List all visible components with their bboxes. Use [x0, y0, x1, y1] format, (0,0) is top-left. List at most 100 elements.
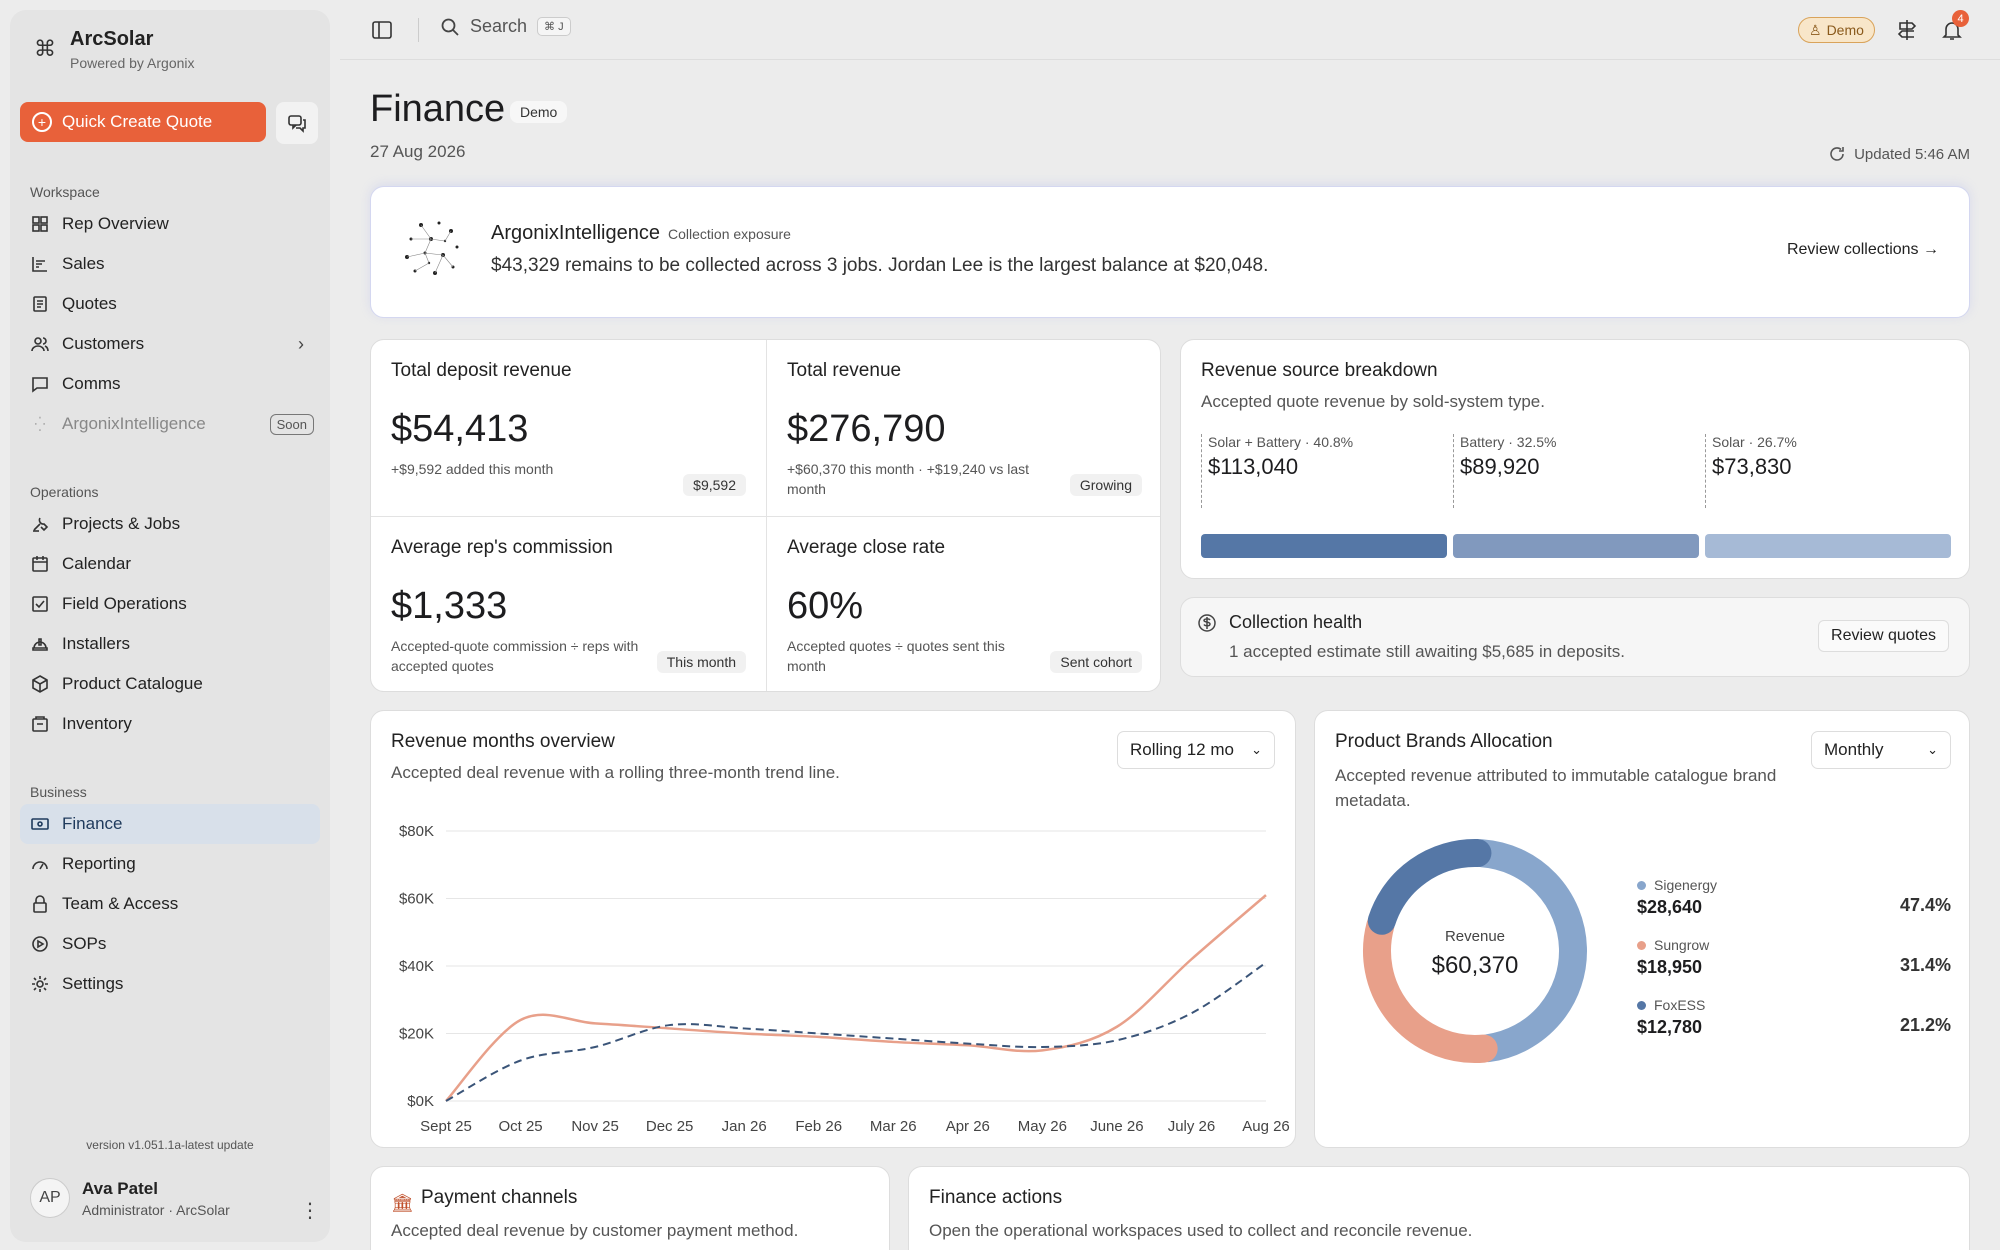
nav-label: Projects & Jobs [62, 514, 181, 533]
nav-rep-overview[interactable]: Rep Overview [20, 204, 320, 244]
metric-total-deposit: Total deposit revenue $54,413 +$9,592 ad… [371, 340, 766, 516]
brand-subtitle: Powered by Argonix [70, 55, 195, 71]
x-tick-label: Sept 25 [420, 1118, 472, 1135]
signpost-icon[interactable] [1895, 18, 1919, 42]
metric-avg-commission: Average rep's commission $1,333 Accepted… [371, 517, 766, 691]
metric-pill: Sent cohort [1050, 651, 1142, 673]
segment-solar: Solar · 26.7% $73,830 [1705, 434, 1797, 508]
operations-section-label: Operations [30, 484, 99, 500]
metric-sub: Accepted quotes ÷ quotes sent this month [787, 638, 1005, 674]
nav-installers[interactable]: Installers [20, 624, 320, 664]
metric-value: $1,333 [391, 585, 508, 627]
donut-slice-sungrow[interactable] [1363, 911, 1498, 1063]
segment-bar-battery[interactable] [1453, 534, 1699, 558]
nav-reporting[interactable]: Reporting [20, 844, 320, 884]
x-tick-label: Aug 26 [1242, 1118, 1290, 1135]
updated-status[interactable]: Updated 5:46 AM [1828, 145, 1970, 163]
review-quotes-button[interactable]: Review quotes [1818, 620, 1949, 652]
nav-inventory[interactable]: Inventory [20, 704, 320, 744]
nav-label: Rep Overview [62, 214, 169, 233]
nav-label: Calendar [62, 554, 131, 573]
period-select[interactable]: Rolling 12 mo ⌄ [1117, 731, 1275, 769]
chat-button[interactable] [276, 102, 318, 144]
user-role: Administrator · ArcSolar [82, 1201, 230, 1218]
nav-product-catalogue[interactable]: Product Catalogue [20, 664, 320, 704]
version-text: version v1.051.1a-latest update [86, 1138, 254, 1152]
nav-label: Team & Access [62, 894, 179, 913]
nav-calendar[interactable]: Calendar [20, 544, 320, 584]
card-subtitle: Accepted revenue attributed to immutable… [1335, 766, 1777, 810]
nav-field-operations[interactable]: Field Operations [20, 584, 320, 624]
nav-quotes[interactable]: Quotes [20, 284, 320, 324]
quick-create-quote-button[interactable]: + Quick Create Quote [20, 102, 266, 142]
donut-center-label: Revenue [1445, 928, 1505, 945]
metric-value: 60% [787, 585, 864, 627]
demo-label: Demo [1826, 22, 1864, 38]
sidebar-toggle-icon[interactable] [370, 18, 394, 42]
metric-close-rate: Average close rate 60% Accepted quotes ÷… [767, 517, 1160, 691]
nav-label: Reporting [62, 854, 136, 873]
nav-comms[interactable]: Comms [20, 364, 320, 404]
nav-finance[interactable]: Finance [20, 804, 320, 844]
page-date: 27 Aug 2026 [370, 142, 466, 161]
nav-label: Product Catalogue [62, 674, 203, 693]
x-tick-label: Apr 26 [946, 1118, 990, 1135]
quick-create-label: Quick Create Quote [62, 112, 213, 131]
segment-bar-solar-battery[interactable] [1201, 534, 1447, 558]
metric-label: Total deposit revenue [391, 360, 572, 381]
brand-donut-chart: Revenue $60,370 [1363, 839, 1587, 1063]
nav-team-access[interactable]: Team & Access [20, 884, 320, 924]
brand-name: ArcSolar [70, 28, 154, 50]
finance-actions-card: Finance actions Open the operational wor… [908, 1166, 1970, 1250]
nav-label: Sales [62, 254, 105, 273]
box-icon [30, 674, 50, 694]
metric-value: $276,790 [787, 408, 946, 450]
gear-icon [30, 974, 50, 994]
nav-projects-jobs[interactable]: Projects & Jobs [20, 504, 320, 544]
chart-icon [30, 254, 50, 274]
more-vertical-icon[interactable]: ⋮ [300, 1200, 320, 1222]
card-subtitle: Accepted quote revenue by sold-system ty… [1201, 392, 1545, 411]
chevron-down-icon: ⌄ [1251, 742, 1262, 757]
revenue-line [445, 894, 1267, 1102]
nav-label: Comms [62, 374, 121, 393]
nav-sops[interactable]: SOPs [20, 924, 320, 964]
user-profile[interactable]: AP Ava Patel Administrator · ArcSolar [30, 1178, 230, 1218]
play-icon [30, 934, 50, 954]
chevron-right-icon: › [298, 333, 304, 354]
donut-slice-foxess[interactable] [1367, 839, 1492, 935]
demo-badge[interactable]: ♙ Demo [1798, 17, 1875, 43]
nav-customers[interactable]: Customers › [20, 324, 320, 364]
nav-settings[interactable]: Settings [20, 964, 320, 1004]
sparkle-icon: ⁛ [34, 415, 46, 432]
metric-pill: This month [656, 651, 746, 673]
x-tick-label: Feb 26 [795, 1118, 842, 1135]
legend-dot [1637, 940, 1646, 950]
search-shortcut: ⌘ J [537, 17, 571, 36]
nav-argonix-intelligence[interactable]: ⁛ ArgonixIntelligence Soon [20, 404, 320, 444]
intelligence-card: ArgonixIntelligence Collection exposure $… [370, 186, 1970, 318]
brand[interactable]: ⌘ ArcSolar Powered by Argonix [30, 28, 195, 71]
checklist-icon [30, 594, 50, 614]
collection-title: Collection health [1229, 612, 1363, 632]
legend-dot [1637, 1000, 1646, 1010]
legend-item-foxess: FoxESS $12,780 21.2% [1637, 997, 1951, 1038]
donut-slice-sigenergy[interactable] [1468, 839, 1587, 1063]
chat-icon [288, 115, 306, 133]
card-subtitle: Accepted deal revenue with a rolling thr… [391, 763, 840, 782]
metric-pill: $9,592 [683, 474, 746, 496]
review-collections-link[interactable]: Review collections → [1786, 241, 1939, 258]
revenue-line-chart: $0K $20K $40K $60K $80K Sept 25 Oct 25 Nov 25 De… [399, 823, 1290, 1135]
search-bar[interactable]: Search ⌘ J [440, 16, 571, 37]
business-section-label: Business [30, 784, 87, 800]
metric-sub: +$9,592 added this month [391, 461, 554, 477]
collection-subtitle: 1 accepted estimate still awaiting $5,68… [1229, 642, 1625, 661]
nav-sales[interactable]: Sales [20, 244, 320, 284]
card-title: Finance actions [929, 1187, 1063, 1208]
x-tick-label: Nov 25 [571, 1118, 619, 1135]
period-select[interactable]: Monthly ⌄ [1811, 731, 1951, 769]
intelligence-tag: Collection exposure [668, 226, 791, 242]
x-tick-label: Oct 25 [498, 1118, 542, 1135]
workspace-nav: Rep Overview Sales Quotes Customers › Co… [20, 204, 320, 444]
segment-bar-solar[interactable] [1705, 534, 1951, 558]
